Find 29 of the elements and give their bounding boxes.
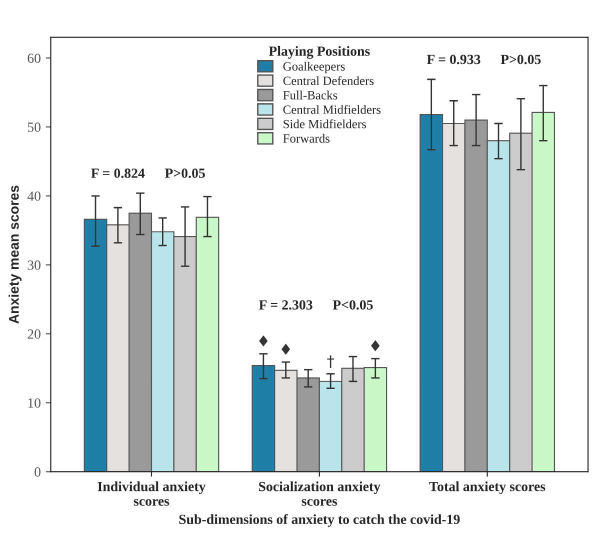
annotation: F = 0.933 <box>426 54 480 64</box>
data-label: † <box>327 355 334 368</box>
annotation: F = 2.303 <box>259 300 312 310</box>
y-tick-label: 60 <box>28 54 40 63</box>
legend-label: Central Midfielders <box>283 104 381 114</box>
y-tick-label: 50 <box>28 122 40 132</box>
y-tick-label: 10 <box>28 398 40 408</box>
legend-label: Goalkeepers <box>283 62 345 74</box>
y-axis-title: Anxiety mean scores <box>8 186 22 324</box>
annotation: P>0.05 <box>500 54 541 64</box>
legend-title: Playing Positions <box>268 46 370 59</box>
x-tick-label: Socialization anxiety scores <box>258 481 380 506</box>
legend-label: Side Midfielders <box>284 119 366 128</box>
annotation: F = 0.824 <box>91 168 145 178</box>
legend-label: Forwards <box>283 134 330 143</box>
y-tick-label: 20 <box>28 329 40 339</box>
x-axis-title: Sub-dimensions of anxiety to catch the covid-19 <box>179 514 460 527</box>
legend-label: Full-Backs <box>283 90 338 100</box>
x-tick-label: Total anxiety scores <box>429 481 546 494</box>
y-tick-label: 40 <box>27 191 40 201</box>
y-tick-label: 30 <box>28 260 40 270</box>
data-label: ♦ <box>282 344 290 355</box>
annotation: P>0.05 <box>164 168 205 178</box>
data-label: ♦ <box>371 340 380 352</box>
y-tick-label: 0 <box>34 467 40 477</box>
legend-label: Central Defenders <box>283 76 374 86</box>
annotation: P<0.05 <box>332 300 373 310</box>
data-label: ♦ <box>259 335 268 346</box>
x-tick-label: Individual anxiety scores <box>98 481 206 506</box>
